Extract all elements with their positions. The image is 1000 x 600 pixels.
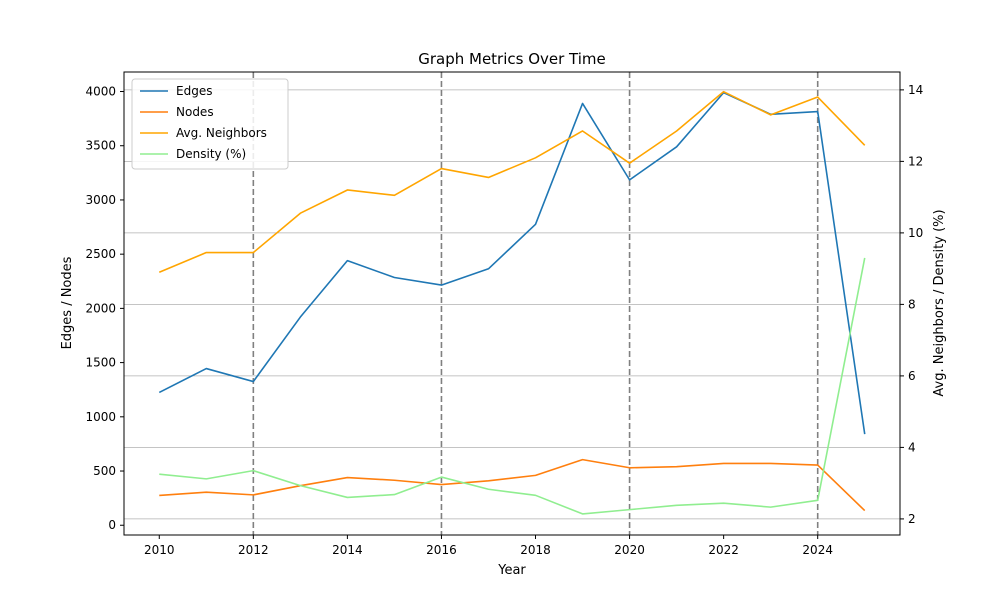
series-line-density xyxy=(159,257,866,515)
y-left-tick-label: 2000 xyxy=(85,301,116,315)
chart-title: Graph Metrics Over Time xyxy=(418,50,606,68)
x-tick-label: 2018 xyxy=(520,543,551,557)
y-right-tick-label: 4 xyxy=(908,440,916,454)
series-lines xyxy=(158,90,866,515)
y-axis-left-label: Edges / Nodes xyxy=(60,256,75,349)
x-tick-label: 2022 xyxy=(708,543,739,557)
y-left-tick-label: 0 xyxy=(108,518,116,532)
y-right-tick-label: 8 xyxy=(908,297,916,311)
legend: Edges Nodes Avg. Neighbors Density (%) xyxy=(131,78,289,170)
legend-box xyxy=(131,78,289,170)
y-axis-left: 0 500 1000 1500 2000 2500 3000 3500 4000 xyxy=(85,85,124,532)
x-tick-label: 2010 xyxy=(144,543,175,557)
x-tick-label: 2014 xyxy=(332,543,363,557)
x-tick-label: 2020 xyxy=(614,543,645,557)
plot-frame xyxy=(123,71,901,536)
y-axis-right-label: Avg. Neighbors / Density (%) xyxy=(932,209,947,396)
x-axis-label: Year xyxy=(497,563,526,578)
y-left-tick-label: 1000 xyxy=(85,410,116,424)
series-line-avg-neighbors xyxy=(158,90,866,273)
y-right-tick-label: 10 xyxy=(908,226,923,240)
legend-label: Nodes xyxy=(176,105,214,119)
legend-label: Edges xyxy=(176,84,212,98)
y-axis-right: 2 4 6 8 10 12 14 xyxy=(900,83,923,526)
y-left-tick-label: 4000 xyxy=(85,85,116,99)
x-tick-label: 2012 xyxy=(238,543,269,557)
legend-label: Density (%) xyxy=(176,147,246,161)
y-right-tick-label: 12 xyxy=(908,154,923,168)
legend-label: Avg. Neighbors xyxy=(176,126,267,140)
y-right-tick-label: 14 xyxy=(908,83,923,97)
y-left-tick-label: 2500 xyxy=(85,247,116,261)
y-right-tick-label: 2 xyxy=(908,512,916,526)
y-left-tick-label: 500 xyxy=(93,464,116,478)
x-tick-label: 2016 xyxy=(426,543,457,557)
y-left-tick-label: 3500 xyxy=(85,139,116,153)
y-left-tick-label: 3000 xyxy=(85,193,116,207)
series-line-nodes xyxy=(159,458,866,512)
y-right-tick-label: 6 xyxy=(908,369,916,383)
x-axis: 2010 2012 2014 2016 2018 2020 2022 2024 xyxy=(144,535,833,557)
x-tick-label: 2024 xyxy=(802,543,833,557)
vertical-marker-lines xyxy=(252,72,819,535)
y-left-tick-label: 1500 xyxy=(85,356,116,370)
